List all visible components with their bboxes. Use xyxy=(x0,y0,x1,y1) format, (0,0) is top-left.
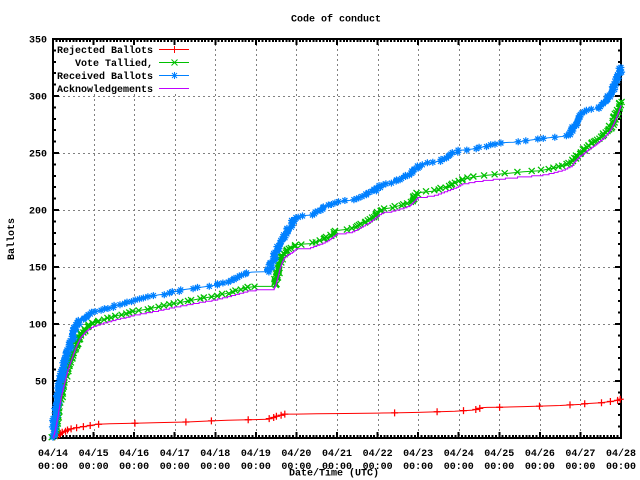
svg-text:150: 150 xyxy=(29,264,47,275)
svg-text:04/26: 04/26 xyxy=(525,448,555,460)
svg-text:00:00: 00:00 xyxy=(363,462,393,473)
svg-text:04/19: 04/19 xyxy=(241,448,271,460)
svg-text:300: 300 xyxy=(29,93,47,104)
svg-text:Date/Time (UTC): Date/Time (UTC) xyxy=(289,468,379,480)
svg-text:00:00: 00:00 xyxy=(403,462,433,473)
svg-text:00:00: 00:00 xyxy=(444,462,474,473)
svg-text:04/25: 04/25 xyxy=(484,448,514,460)
svg-text:04/20: 04/20 xyxy=(281,448,311,460)
svg-text:200: 200 xyxy=(29,207,47,218)
svg-text:00:00: 00:00 xyxy=(322,462,352,473)
svg-text:00:00: 00:00 xyxy=(241,462,271,473)
svg-text:04/21: 04/21 xyxy=(322,448,352,460)
svg-text:04/22: 04/22 xyxy=(363,448,393,460)
svg-text:04/15: 04/15 xyxy=(79,448,109,460)
svg-text:350: 350 xyxy=(29,36,47,47)
svg-text:00:00: 00:00 xyxy=(281,462,311,473)
svg-text:00:00: 00:00 xyxy=(38,462,68,473)
svg-text:04/17: 04/17 xyxy=(160,448,190,460)
svg-text:04/14: 04/14 xyxy=(38,448,68,460)
svg-text:00:00: 00:00 xyxy=(565,462,595,473)
svg-text:04/27: 04/27 xyxy=(565,448,595,460)
svg-text:Rejected Ballots: Rejected Ballots xyxy=(57,45,153,57)
svg-text:00:00: 00:00 xyxy=(79,462,109,473)
svg-text:00:00: 00:00 xyxy=(606,462,636,473)
svg-text:04/18: 04/18 xyxy=(200,448,230,460)
svg-text:04/28: 04/28 xyxy=(606,448,636,460)
svg-text:Ballots: Ballots xyxy=(6,218,18,260)
svg-text:04/24: 04/24 xyxy=(444,448,474,460)
svg-text:00:00: 00:00 xyxy=(200,462,230,473)
svg-text:Received Ballots: Received Ballots xyxy=(57,71,153,83)
svg-text:00:00: 00:00 xyxy=(484,462,514,473)
svg-text:00:00: 00:00 xyxy=(119,462,149,473)
svg-text:00:00: 00:00 xyxy=(525,462,555,473)
svg-text:0: 0 xyxy=(41,435,47,446)
svg-text:Code of conduct: Code of conduct xyxy=(291,14,381,26)
svg-text:Acknowledgements: Acknowledgements xyxy=(57,84,153,96)
svg-text:00:00: 00:00 xyxy=(160,462,190,473)
svg-text:04/16: 04/16 xyxy=(119,448,149,460)
svg-text:250: 250 xyxy=(29,150,47,161)
svg-text:04/23: 04/23 xyxy=(403,448,433,460)
svg-text:50: 50 xyxy=(35,378,47,389)
svg-text:Vote Tallied,: Vote Tallied, xyxy=(75,58,153,70)
svg-text:100: 100 xyxy=(29,321,47,332)
